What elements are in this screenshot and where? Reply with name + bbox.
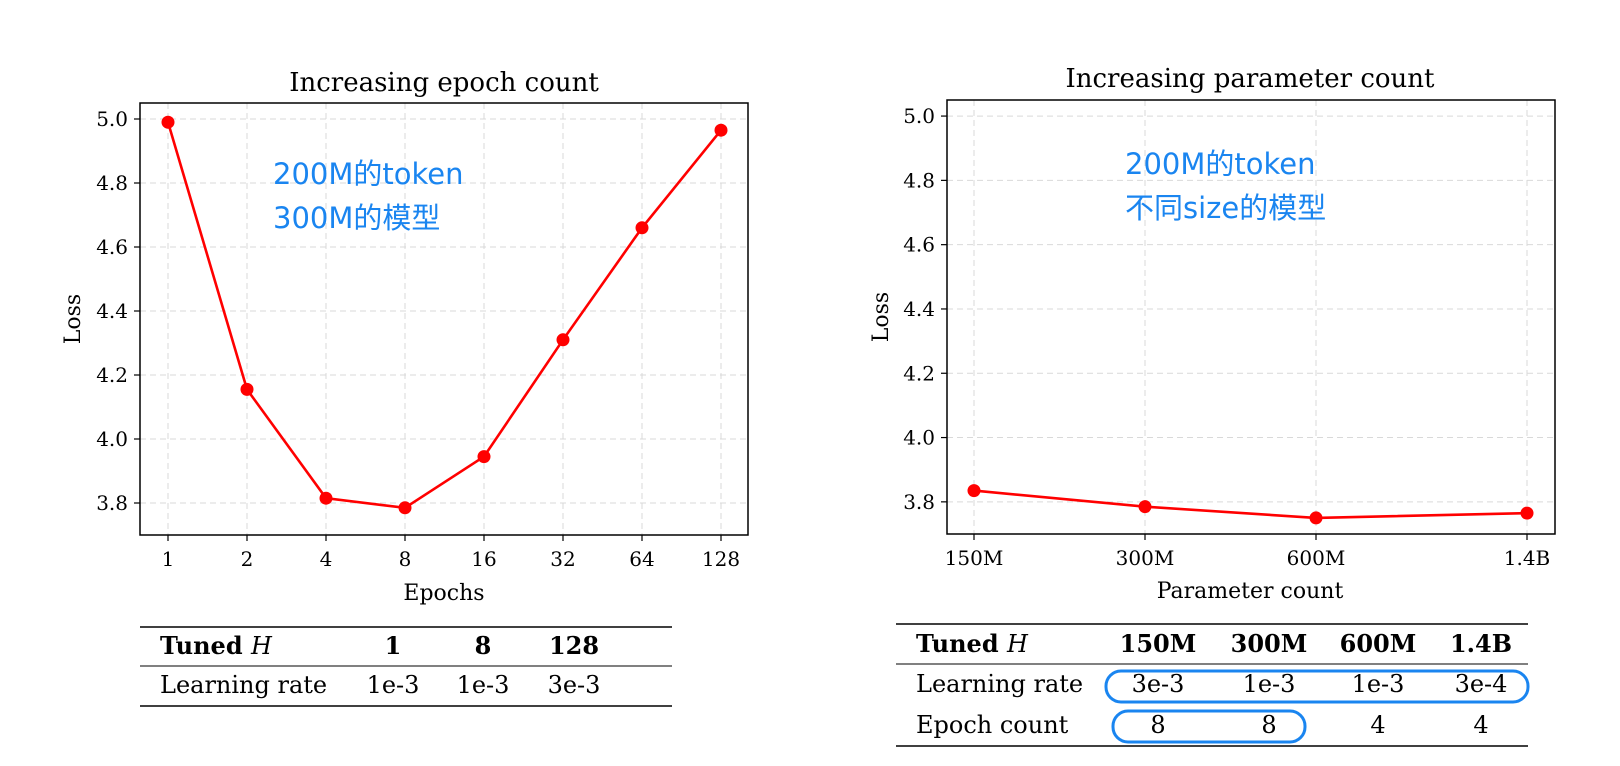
data-point bbox=[398, 501, 412, 515]
chart-title: Increasing epoch count bbox=[289, 68, 599, 98]
data-point bbox=[556, 333, 570, 347]
data-point bbox=[635, 221, 649, 235]
table-col-header: 300M bbox=[1231, 629, 1308, 658]
y-tick-label: 4.8 bbox=[96, 171, 128, 195]
table-cell: 1e-3 bbox=[1352, 670, 1405, 698]
y-tick-label: 4.6 bbox=[903, 233, 935, 257]
y-tick-label: 3.8 bbox=[903, 490, 935, 514]
y-tick-label: 5.0 bbox=[96, 107, 128, 131]
data-point bbox=[319, 491, 333, 505]
x-tick-label: 1.4B bbox=[1504, 546, 1551, 570]
data-point bbox=[240, 382, 254, 396]
tuned-word: Tuned bbox=[916, 629, 999, 658]
table-cell: 8 bbox=[1261, 711, 1276, 739]
h-symbol: H bbox=[250, 632, 273, 660]
y-tick-label: 4.0 bbox=[96, 427, 128, 451]
plot-frame bbox=[946, 99, 1556, 535]
x-tick-label: 128 bbox=[702, 547, 740, 571]
h-symbol: H bbox=[1006, 630, 1029, 658]
highlight-epoch-count bbox=[1111, 709, 1307, 744]
x-axis-label: Epochs bbox=[403, 581, 484, 606]
tuned-word: Tuned bbox=[160, 631, 243, 660]
data-point bbox=[477, 450, 491, 464]
right-table: Tuned H 150M 300M 600M 1.4B Learning rat… bbox=[896, 623, 1530, 747]
annotation-line-1: 200M的token bbox=[273, 157, 463, 191]
left-table: Tuned H 1 8 128 Learning rate 1e-3 1e-3 … bbox=[140, 626, 672, 707]
table-col-header: 128 bbox=[549, 631, 599, 660]
x-tick-label: 4 bbox=[320, 547, 333, 571]
x-axis-ticks: 1 2 4 8 16 32 64 128 bbox=[162, 535, 740, 571]
x-tick-label: 1 bbox=[162, 547, 175, 571]
x-tick-label: 64 bbox=[629, 547, 654, 571]
plot-frame bbox=[139, 102, 749, 536]
data-point bbox=[967, 484, 981, 498]
x-axis-ticks: 150M 300M 600M 1.4B bbox=[945, 534, 1551, 570]
table-header-label: Tuned H bbox=[160, 631, 273, 660]
x-tick-label: 2 bbox=[241, 547, 254, 571]
x-tick-label: 600M bbox=[1287, 546, 1346, 570]
table-col-header: 150M bbox=[1120, 629, 1197, 658]
series-line bbox=[973, 489, 1528, 520]
table-col-header: 8 bbox=[475, 631, 492, 660]
x-tick-label: 300M bbox=[1116, 546, 1175, 570]
series-loss bbox=[967, 484, 1534, 525]
x-tick-label: 32 bbox=[550, 547, 575, 571]
y-tick-label: 4.6 bbox=[96, 235, 128, 259]
table-cell: 4 bbox=[1370, 711, 1385, 739]
data-point bbox=[161, 115, 175, 129]
epoch-chart: Increasing epoch count 3.8 4.0 4.2 4.4 4.6 4.… bbox=[61, 68, 749, 606]
table-cell: 3e-4 bbox=[1455, 670, 1508, 698]
y-tick-label: 4.4 bbox=[96, 299, 128, 323]
y-tick-label: 3.8 bbox=[96, 491, 128, 515]
x-tick-label: 16 bbox=[471, 547, 496, 571]
x-tick-label: 150M bbox=[945, 546, 1004, 570]
x-tick-label: 8 bbox=[399, 547, 412, 571]
table-cell: 1e-3 bbox=[457, 671, 510, 699]
y-axis-ticks: 3.8 4.0 4.2 4.4 4.6 4.8 5.0 bbox=[96, 107, 140, 515]
y-tick-label: 4.2 bbox=[96, 363, 128, 387]
y-axis-label: Loss bbox=[869, 292, 894, 342]
parameter-chart: Increasing parameter count 3.8 4.0 4.2 4.4 4… bbox=[869, 64, 1556, 604]
table-row-label: Learning rate bbox=[160, 671, 327, 699]
table-cell: 3e-3 bbox=[1132, 670, 1185, 698]
table-col-header: 600M bbox=[1340, 629, 1417, 658]
table-col-header: 1 bbox=[385, 631, 402, 660]
table-col-header: 1.4B bbox=[1450, 629, 1512, 658]
data-point bbox=[1138, 500, 1152, 514]
table-cell: 1e-3 bbox=[1243, 670, 1296, 698]
y-tick-label: 4.4 bbox=[903, 297, 935, 321]
y-axis-label: Loss bbox=[61, 294, 86, 344]
annotation-line-2: 不同size的模型 bbox=[1125, 191, 1326, 225]
y-tick-label: 4.8 bbox=[903, 168, 935, 192]
y-tick-label: 4.0 bbox=[903, 426, 935, 450]
series-loss bbox=[161, 115, 728, 515]
chart-title: Increasing parameter count bbox=[1065, 64, 1435, 94]
table-header-label: Tuned H bbox=[916, 629, 1029, 658]
y-axis-ticks: 3.8 4.0 4.2 4.4 4.6 4.8 5.0 bbox=[903, 104, 947, 514]
grid bbox=[140, 103, 748, 535]
grid bbox=[947, 100, 1555, 534]
series-line bbox=[166, 121, 723, 510]
highlight-learning-rate bbox=[1104, 669, 1530, 704]
table-row-label: Learning rate bbox=[916, 670, 1083, 698]
table-cell: 4 bbox=[1473, 711, 1488, 739]
table-cell: 3e-3 bbox=[548, 671, 601, 699]
y-tick-label: 5.0 bbox=[903, 104, 935, 128]
data-point bbox=[1309, 511, 1323, 525]
data-point bbox=[714, 123, 728, 137]
table-cell: 1e-3 bbox=[367, 671, 420, 699]
annotation-line-1: 200M的token bbox=[1125, 147, 1315, 181]
data-point bbox=[1520, 506, 1534, 520]
table-row-label: Epoch count bbox=[916, 711, 1069, 739]
x-axis-label: Parameter count bbox=[1157, 579, 1344, 604]
y-tick-label: 4.2 bbox=[903, 361, 935, 385]
annotation-line-2: 300M的模型 bbox=[273, 201, 440, 235]
table-cell: 8 bbox=[1150, 711, 1165, 739]
